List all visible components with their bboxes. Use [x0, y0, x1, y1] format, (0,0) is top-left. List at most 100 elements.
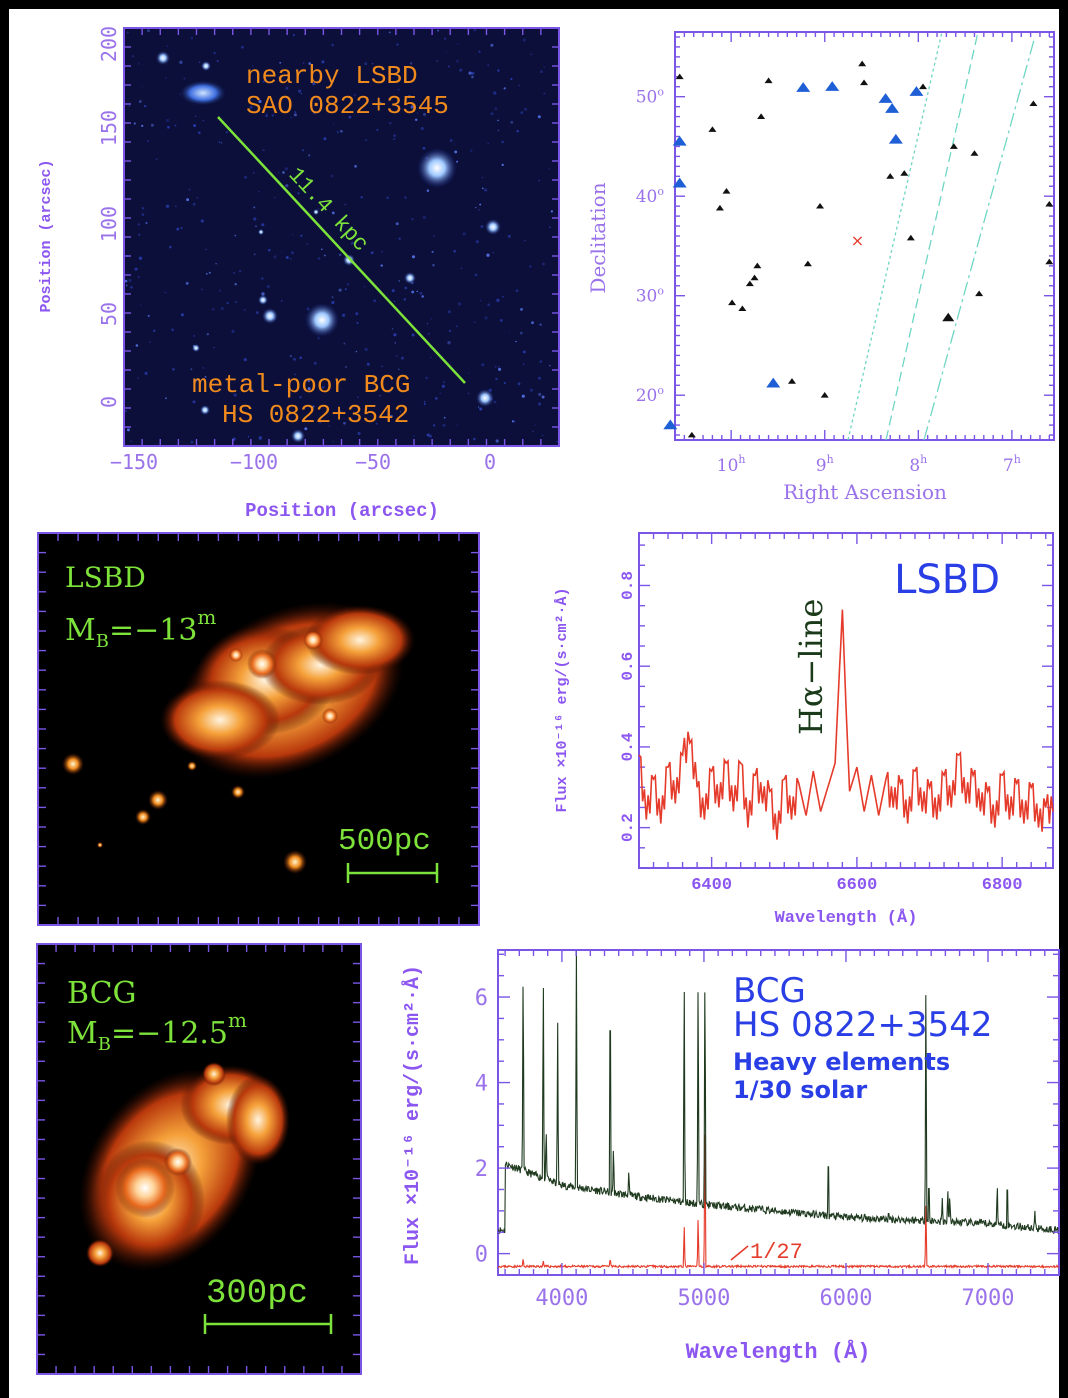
- noise-speck: [321, 60, 325, 64]
- noise-speck: [133, 122, 136, 125]
- noise-speck: [215, 263, 217, 265]
- sky-xtick-label: −50: [355, 450, 391, 474]
- noise-speck: [477, 406, 480, 408]
- noise-speck: [218, 141, 221, 143]
- noise-speck: [135, 344, 139, 347]
- noise-speck: [192, 202, 196, 206]
- noise-speck: [308, 62, 311, 65]
- noise-speck: [202, 119, 205, 122]
- noise-speck: [395, 222, 399, 226]
- noise-speck: [297, 89, 302, 93]
- catalog-galaxy-blue: [888, 133, 903, 144]
- noise-speck: [205, 248, 207, 251]
- catalog-galaxy: [860, 79, 869, 86]
- noise-speck: [328, 425, 331, 427]
- noise-speck: [345, 366, 347, 368]
- dec-tick-label: 50o: [636, 86, 665, 108]
- noise-speck: [365, 139, 368, 142]
- noise-speck: [391, 328, 394, 330]
- noise-speck: [467, 392, 470, 395]
- catalog-galaxy-blue: [672, 177, 687, 188]
- bcg-galaxy: [79, 1062, 290, 1272]
- catalog-galaxy: [900, 170, 909, 176]
- noise-speck: [174, 124, 177, 127]
- noise-speck: [137, 377, 139, 379]
- noise-speck: [225, 131, 228, 134]
- noise-speck: [478, 209, 480, 211]
- noise-speck: [409, 62, 413, 65]
- lsbd-scale-bar: [346, 863, 439, 883]
- noise-speck: [165, 77, 167, 79]
- noise-speck: [190, 440, 194, 444]
- noise-speck: [171, 328, 174, 332]
- bcg-name: BCG: [67, 976, 137, 1011]
- noise-speck: [499, 318, 503, 322]
- noise-speck: [253, 217, 257, 221]
- noise-speck: [190, 368, 193, 371]
- noise-speck: [434, 397, 438, 400]
- catalog-galaxy: [738, 305, 747, 312]
- noise-speck: [426, 322, 429, 325]
- noise-speck: [364, 62, 368, 66]
- noise-speck: [494, 365, 497, 368]
- noise-speck: [376, 128, 379, 131]
- star: [135, 809, 151, 825]
- noise-speck: [521, 394, 525, 398]
- noise-speck: [423, 112, 426, 116]
- sky-xtick-label: −150: [110, 450, 158, 474]
- noise-speck: [265, 114, 268, 118]
- noise-speck: [239, 270, 242, 273]
- noise-speck: [263, 149, 265, 151]
- solar-fraction-note: 1/30 solar: [733, 1076, 867, 1104]
- noise-speck: [317, 208, 320, 210]
- wavelength-tick-label: 6000: [819, 1286, 872, 1311]
- noise-speck: [364, 347, 368, 352]
- lsbd-magnitude: MB=−13m: [65, 605, 216, 652]
- noise-speck: [155, 158, 158, 161]
- bcg-spectrum-panel: 4000 5000 6000 7000 0 2 4 6 BCG HS 0822+3542 H…: [400, 949, 1060, 1365]
- noise-speck: [416, 290, 419, 293]
- noise-speck: [341, 313, 346, 317]
- noise-speck: [510, 77, 513, 81]
- noise-speck: [273, 196, 276, 199]
- bcg-spectrum-scaled-series: [498, 1134, 1059, 1270]
- wavelength-tick-label: 4000: [535, 1286, 588, 1311]
- noise-speck: [437, 29, 440, 32]
- noise-speck: [258, 99, 262, 104]
- noise-speck: [442, 423, 446, 427]
- galactic-curve: [885, 31, 979, 441]
- noise-speck: [338, 253, 342, 257]
- noise-speck: [331, 43, 334, 47]
- noise-speck: [541, 395, 545, 399]
- noise-speck: [473, 437, 476, 441]
- catalog-galaxy: [708, 126, 717, 132]
- noise-speck: [279, 61, 282, 64]
- catalog-galaxy: [858, 60, 867, 67]
- noise-speck: [543, 92, 546, 95]
- sky-xtick-label: 0: [484, 450, 496, 474]
- catalog-galaxy: [715, 204, 724, 211]
- noise-speck: [457, 302, 462, 306]
- noise-speck: [130, 286, 133, 289]
- noise-speck: [186, 198, 189, 202]
- noise-speck: [436, 60, 439, 62]
- halpha-annotation: Hα−line: [792, 599, 830, 735]
- noise-speck: [141, 85, 143, 87]
- noise-speck: [331, 300, 335, 305]
- catalog-galaxy: [722, 188, 731, 194]
- noise-speck: [355, 350, 358, 353]
- noise-speck: [166, 45, 169, 47]
- noise-speck: [513, 420, 516, 423]
- noise-speck: [356, 321, 359, 325]
- flux-tick-label: 0: [475, 1243, 488, 1268]
- noise-speck: [134, 267, 138, 271]
- noise-speck: [193, 124, 197, 128]
- noise-speck: [284, 167, 288, 171]
- noise-speck: [289, 257, 292, 260]
- noise-speck: [490, 43, 494, 47]
- star: [201, 61, 211, 71]
- noise-speck: [524, 239, 526, 242]
- noise-speck: [495, 439, 499, 443]
- catalog-galaxy-blue: [825, 81, 840, 91]
